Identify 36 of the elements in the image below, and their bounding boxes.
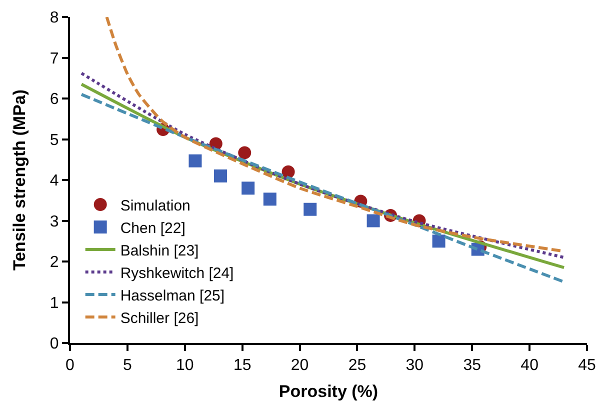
point [242,182,255,195]
y-axis-title: Tensile strength (MPa) [10,89,29,271]
y-tick-label: 8 [50,10,59,27]
y-tick-label: 3 [50,213,59,230]
y-tick-label: 1 [50,294,59,312]
x-axis-title: Porosity (%) [278,382,378,401]
y-tick-label: 5 [50,132,59,149]
legend-label: Balshin [23] [120,242,199,260]
point [282,165,295,178]
y-tick-label: 4 [50,172,59,190]
point [263,192,276,206]
point [188,154,202,168]
point [432,234,446,248]
y-tick-label: 6 [50,91,59,108]
x-tick-label: 5 [122,357,132,374]
x-tick-label: 0 [66,357,75,374]
x-tick-label: 15 [233,357,252,374]
legend-label: Simulation [120,197,190,214]
legend-label: Hasselman [25] [120,287,225,304]
y-tick-label: 2 [50,254,59,272]
point [214,169,227,182]
y-tick-label: 7 [50,50,59,68]
x-tick-label: 10 [176,357,194,374]
point [304,202,317,216]
x-tick-label: 40 [520,357,539,374]
legend-label: Ryshkewitch [24] [120,264,234,282]
x-tick-label: 30 [406,357,424,374]
x-tick-label: 45 [578,357,596,374]
point [238,146,252,160]
point [366,214,380,228]
legend-label: Chen [22] [120,220,186,237]
x-tick-label: 25 [348,357,366,374]
legend-label: Schiller [26] [120,310,199,327]
x-tick-label: 35 [463,357,482,374]
x-tick-label: 20 [290,357,309,374]
y-tick-label: 0 [50,336,59,353]
